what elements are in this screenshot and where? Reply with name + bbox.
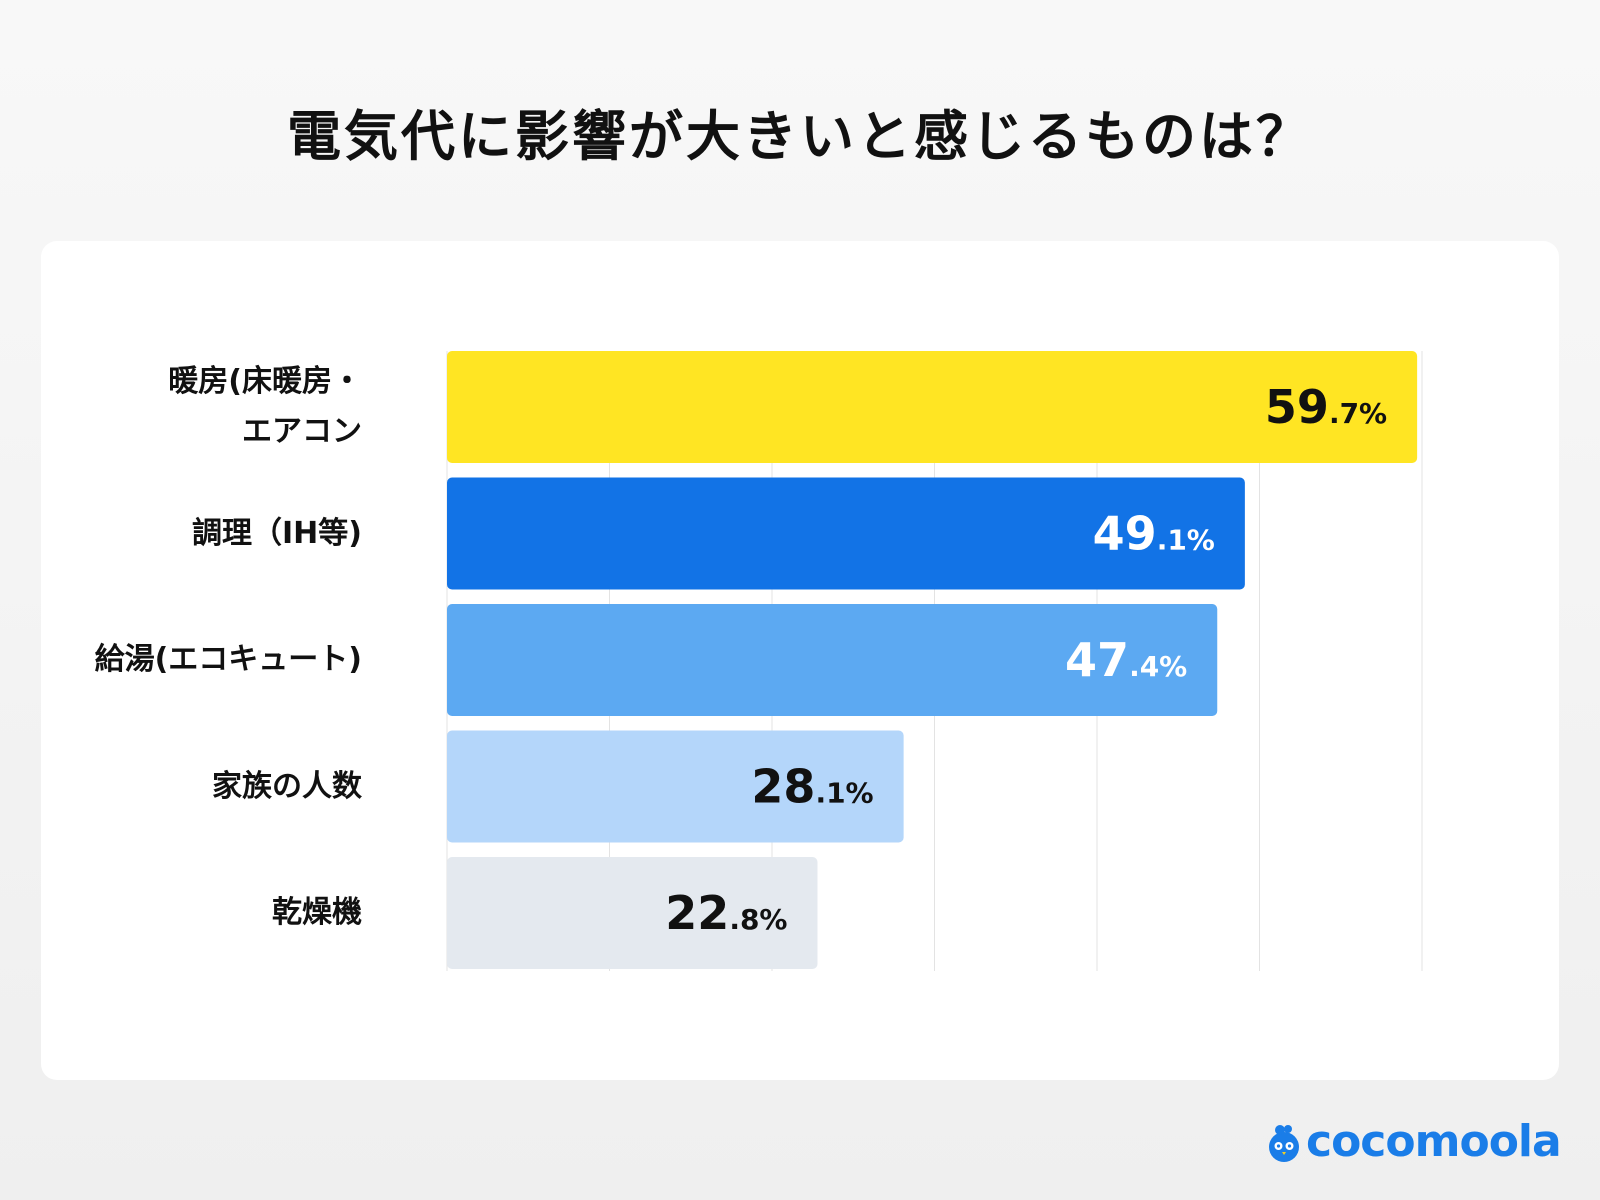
bar (447, 857, 818, 969)
category-label: 給湯(エコキュート) (94, 642, 362, 677)
chart-card: 59.7% 49.1% 47.4% 28.1% 22.8% 暖房(床暖房・ エアコン調理… (41, 241, 1559, 1080)
bird-mascot-icon (1269, 1124, 1299, 1162)
value-label: 22.8% (665, 886, 787, 940)
category-label: 暖房(床暖房・ エアコン (168, 364, 362, 449)
bar (447, 351, 1418, 463)
brand-name: cocomoola (1306, 1116, 1562, 1167)
category-label: 家族の人数 (212, 768, 362, 804)
category-label: 調理（IH等) (192, 515, 362, 551)
chart-title: 電気代に影響が大きいと感じるものは？ (287, 105, 1313, 168)
bar (447, 477, 1245, 590)
value-label: 47.4% (1065, 633, 1187, 687)
value-label: 49.1% (1093, 507, 1215, 561)
value-label: 59.7% (1265, 380, 1387, 434)
bar (447, 730, 904, 843)
brand-logo: cocomoola (1266, 1116, 1562, 1167)
value-label: 28.1% (751, 760, 873, 814)
category-label: 乾燥機 (272, 895, 362, 930)
bar (447, 604, 1218, 716)
bar-chart: 59.7% 49.1% 47.4% 28.1% 22.8% (446, 351, 1423, 971)
